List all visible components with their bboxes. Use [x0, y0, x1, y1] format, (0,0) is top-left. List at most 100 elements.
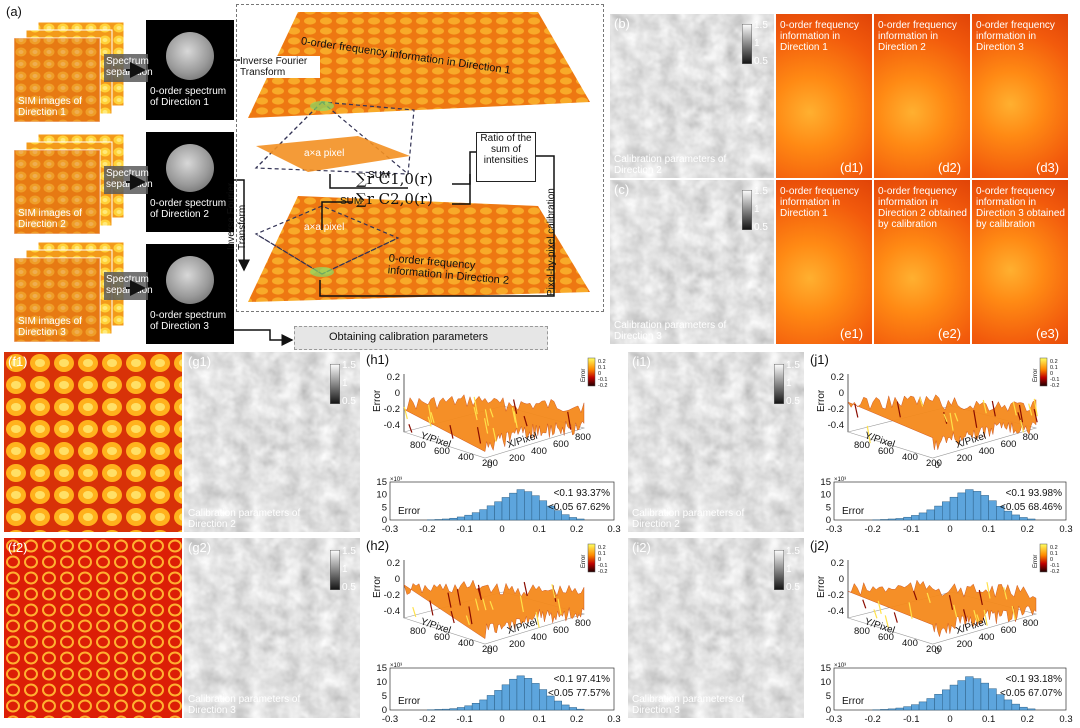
surface-cb-tick: -0.1: [598, 563, 607, 569]
hist-bar: [516, 675, 525, 711]
panel-f1-label: (f1): [8, 354, 28, 369]
surface-spike: [427, 416, 432, 427]
hist-bar: [957, 680, 966, 711]
surface-spike: [973, 409, 978, 428]
y-tick: 600: [878, 446, 894, 457]
hist-stat: <0.1 97.41%: [554, 674, 611, 685]
histogram-h1: 15 10 5 0 ×10³ -0.3 -0.2 -0.1 0 0.1 0.2 0.3 Error <0.…: [364, 474, 624, 534]
panel-i1-colorbar: [774, 364, 784, 404]
hist-x-tick: 0.3: [1059, 524, 1072, 534]
surface-spike: [447, 592, 452, 608]
z-tick: 0: [839, 388, 844, 399]
hist-x-tick: 0.1: [533, 524, 546, 534]
surface-spike: [983, 609, 988, 626]
hist-x-tick: 0.2: [570, 714, 583, 724]
hist-y-tick: 10: [820, 490, 831, 501]
z-tick: 0.2: [387, 372, 400, 383]
spectrum-sphere-3: [166, 256, 214, 304]
hist-bar: [911, 515, 920, 521]
panel-i1-cb-tick-0: 1.5: [786, 360, 800, 371]
sum2-label: SUM: [340, 196, 363, 207]
surface-spike: [1033, 398, 1038, 417]
sim-stack-3-art: [14, 242, 125, 343]
panel-b-caption: Calibration parameters of Direction 2: [614, 154, 727, 176]
panel-f2-art: [4, 538, 182, 718]
histogram-svg-j2: 15 10 5 0 ×10³ -0.3 -0.2 -0.1 0 0.1 0.2 0.3 Error <0.…: [820, 663, 1072, 724]
surface-spike: [1003, 587, 1008, 600]
hist-y-tick: 0: [382, 515, 387, 526]
surface-spike: [523, 581, 528, 597]
surface-spike: [473, 406, 478, 421]
hist-y-exponent: ×10³: [834, 477, 846, 483]
panel-a-label: (a): [6, 4, 22, 19]
hist-bar: [531, 683, 540, 711]
panel-e2: 0-order frequency information in Directi…: [874, 180, 970, 344]
y-tick: 800: [410, 626, 426, 637]
surface-colorbar: [1039, 357, 1048, 387]
histogram-svg-j1: 15 105 0 ×10³ -0.3 -0.2 -0.1 0 0.1 0.2 0.3 Error <0.…: [820, 477, 1072, 534]
panel-g2: (g2) 1.5 1 0.5 Calibration parameters of…: [184, 538, 360, 718]
panel-f2: (f2): [4, 538, 182, 718]
x-tick: 0: [935, 646, 940, 657]
surface-spike: [450, 610, 455, 624]
surface-spike: [1011, 605, 1016, 621]
hist-bar: [934, 505, 943, 521]
hist-bar: [561, 514, 570, 521]
hist-x-tick: 0.3: [607, 714, 620, 724]
sim-stack-3: [14, 242, 126, 344]
hist-bar: [434, 519, 443, 521]
panel-g2-caption: Calibration parameters of Direction 3: [188, 694, 301, 716]
x-tick: 400: [979, 446, 995, 457]
surface-spike: [513, 411, 518, 428]
y-tick: 600: [434, 446, 450, 457]
z-tick: -0.4: [384, 420, 400, 431]
panel-c-caption: Calibration parameters of Direction 3: [614, 320, 727, 342]
panel-d1: 0-order frequency information in Directi…: [776, 14, 872, 178]
surface-spike: [866, 425, 871, 444]
surface-spike: [948, 595, 954, 610]
surface-spike: [492, 427, 497, 442]
y-tick: 200: [482, 458, 498, 469]
panel-e1-text: 0-order frequency information in Directi…: [780, 186, 859, 219]
panel-g1-colorbar: [330, 364, 340, 404]
hist-bar: [887, 518, 897, 521]
surface-cb-tick: -0.2: [1050, 569, 1059, 575]
surface-h2-label: (h2): [366, 538, 390, 553]
surface-cb-tick: 0.1: [598, 365, 606, 371]
x-tick: 600: [553, 439, 569, 450]
obtaining-label: Obtaining calibration parameters: [329, 331, 488, 343]
surface-spike: [908, 602, 913, 619]
surface-colorbar: [587, 543, 596, 573]
panel-b-colorbar: [742, 24, 752, 64]
panel-g1-label: (g1): [188, 354, 212, 369]
surface-spike: [403, 406, 408, 420]
hist-bar: [539, 689, 548, 711]
panel-i1-caption: Calibration parameters of Direction 2: [632, 508, 745, 530]
surface-spike: [913, 590, 918, 601]
surface-plot-h1: (h1) 0.2 0 -0.2 -0.4 Error 800 600 400 200 Y/Pixe…: [364, 352, 624, 472]
hist-bar: [934, 694, 943, 711]
panel-g2-label: (g2): [188, 540, 212, 555]
hist-bar: [568, 517, 577, 521]
hist-stat: <0.05 67.07%: [1000, 688, 1062, 699]
surface-spike: [456, 589, 461, 606]
surface-spike: [953, 604, 958, 618]
spectrum-sphere-2: [166, 144, 214, 192]
hist-bar: [494, 501, 503, 521]
panel-b-cb-tick-0: 1.5: [754, 20, 768, 31]
hist-bar: [501, 684, 510, 711]
hist-x-tick: -0.2: [419, 714, 435, 724]
hist-bar: [980, 495, 989, 521]
hist-bar: [524, 491, 533, 521]
hist-x-tick: -0.3: [826, 714, 842, 724]
surface-spike: [919, 397, 924, 407]
panel-g2-colorbar: [330, 550, 340, 590]
surface-spike: [489, 408, 494, 418]
panel-b-map: (b) 1.5 1 0.5 Calibration parameters of …: [610, 14, 774, 178]
surface-spike: [474, 598, 480, 611]
panel-c-cb-tick-2: 0.5: [754, 222, 768, 233]
hist-bar: [576, 518, 585, 521]
hist-bar: [1027, 518, 1036, 521]
pixel-calibration-label: Pixel-by-pixel calibration: [546, 188, 557, 296]
process-diagram: [248, 12, 590, 302]
